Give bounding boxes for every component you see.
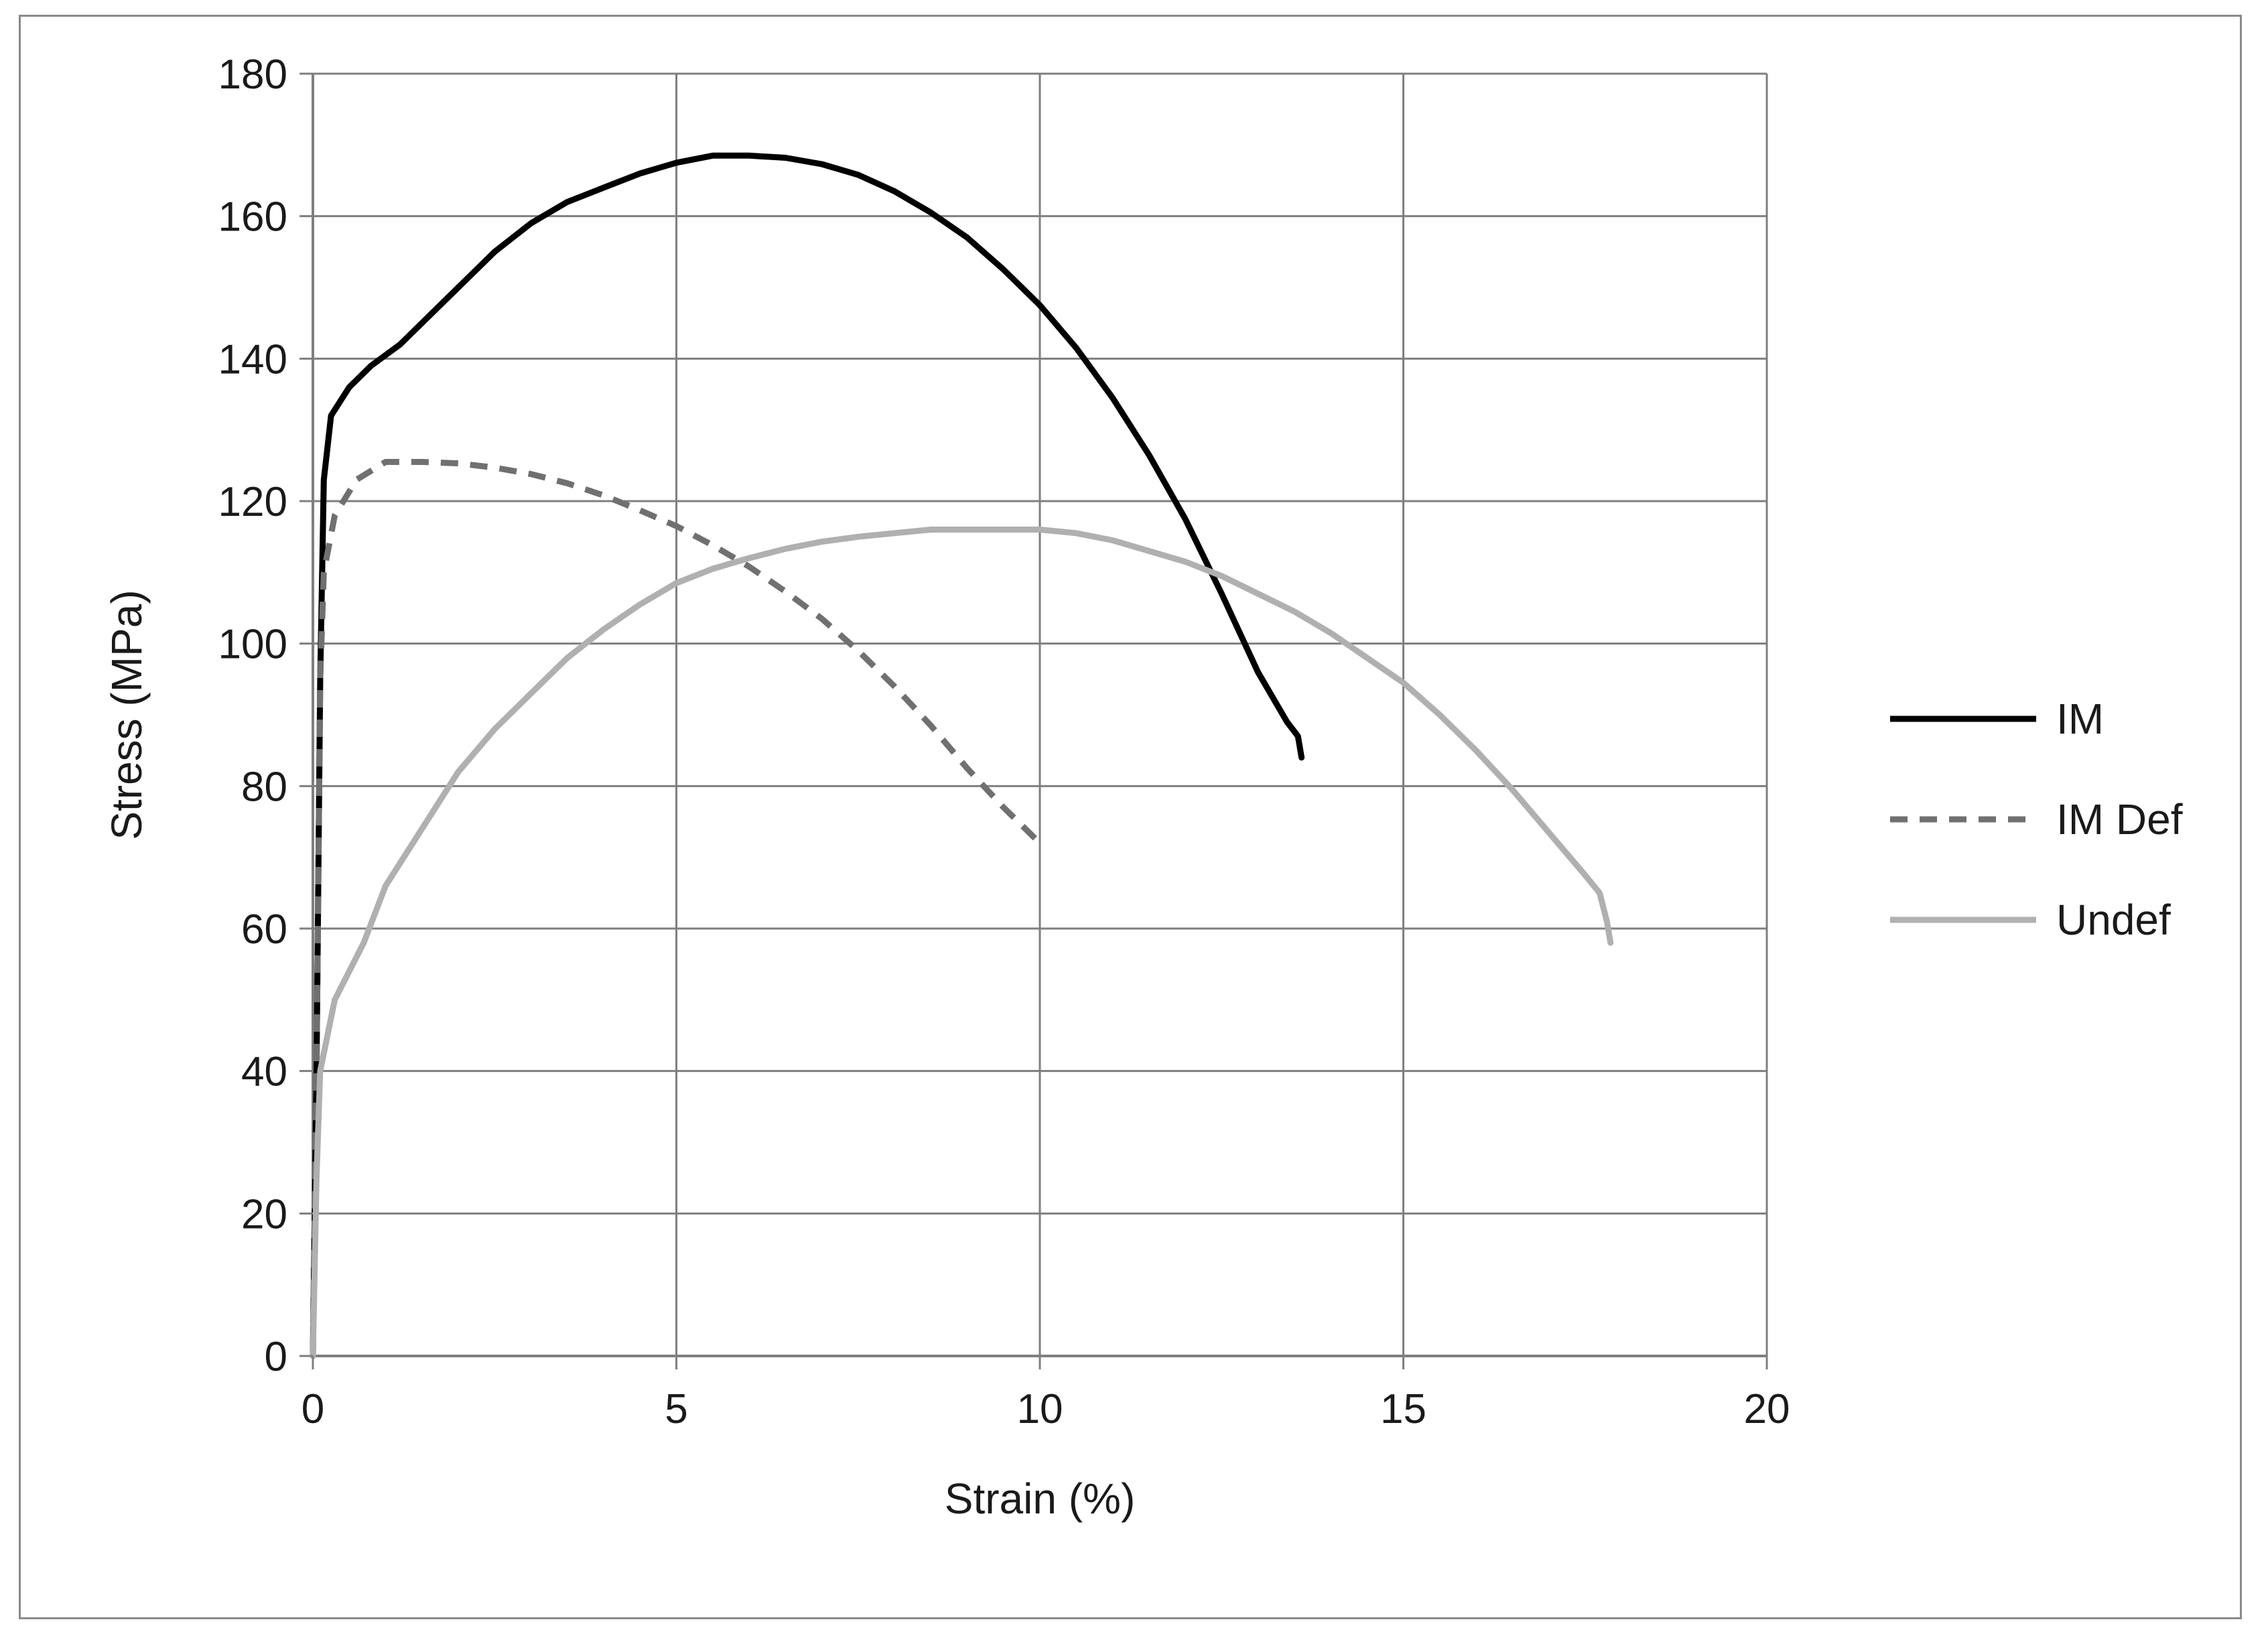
chart-frame: 0 20 40 60 80 100 120 140 160 180 0 5 10 15 20 Stress … xyxy=(19,15,2242,1619)
tick-labels: 0 20 40 60 80 100 120 140 160 180 0 5 10 15 20 xyxy=(218,52,1790,1432)
y-tick-label: 80 xyxy=(241,764,287,810)
y-tick-label: 180 xyxy=(218,52,287,98)
y-tick-label: 120 xyxy=(218,479,287,525)
x-tick-label: 15 xyxy=(1380,1386,1426,1432)
y-tick-label: 160 xyxy=(218,194,287,241)
stress-strain-chart: 0 20 40 60 80 100 120 140 160 180 0 5 10 15 20 Stress … xyxy=(103,52,2183,1523)
x-tick-label: 5 xyxy=(665,1386,687,1432)
legend: IM IM Def Undef xyxy=(1890,695,2183,944)
x-tick-label: 20 xyxy=(1744,1386,1790,1432)
y-axis-title: Stress (MPa) xyxy=(103,590,151,839)
x-axis-title: Strain (%) xyxy=(945,1475,1136,1523)
y-tick-label: 60 xyxy=(241,906,287,953)
legend-label: IM xyxy=(2056,695,2104,743)
y-tick-label: 140 xyxy=(218,336,287,383)
series-line-undef xyxy=(310,527,1614,1359)
y-tick-label: 40 xyxy=(241,1049,287,1095)
legend-label: IM Def xyxy=(2056,795,2183,843)
legend-label: Undef xyxy=(2056,896,2171,944)
grid-lines xyxy=(312,72,1768,1357)
y-tick-label: 20 xyxy=(241,1191,287,1237)
series-lines xyxy=(310,152,1614,1359)
x-tick-label: 10 xyxy=(1017,1386,1063,1432)
y-tick-label: 0 xyxy=(265,1334,287,1380)
series-line-im-def xyxy=(310,459,1043,1357)
x-tick-label: 0 xyxy=(302,1386,324,1432)
series-line-im xyxy=(310,152,1305,1359)
y-tick-label: 100 xyxy=(218,622,287,668)
